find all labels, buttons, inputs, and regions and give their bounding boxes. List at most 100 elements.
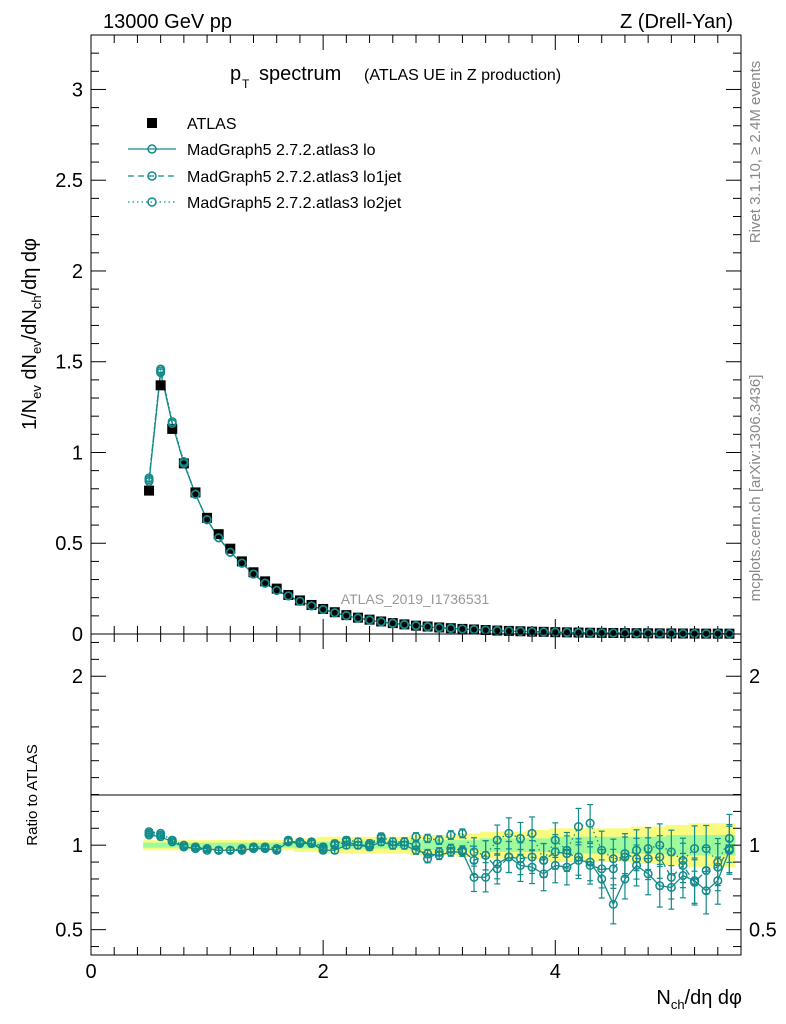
chart-title: p T spectrum (ATLAS UE in Z production)	[230, 63, 561, 91]
atlas-data-point	[515, 626, 526, 637]
mc-point	[411, 620, 421, 631]
ratio-band-green	[456, 840, 469, 851]
atlas-data-point	[306, 599, 317, 610]
rivet-label: Rivet 3.1.10, ≥ 2.4M events	[747, 61, 764, 244]
ratio-point	[167, 835, 177, 845]
mc-point	[167, 417, 177, 427]
mc-point	[469, 624, 479, 635]
mc-point	[365, 615, 375, 625]
mc-point	[341, 610, 351, 621]
atlas-data-point	[167, 423, 178, 434]
atlas-data-point	[503, 625, 514, 636]
mc-point	[399, 619, 409, 629]
mc-point	[295, 596, 305, 606]
ratio-point	[608, 854, 618, 864]
ratio-point	[481, 850, 491, 860]
atlas-data-point	[469, 624, 480, 635]
mc-point	[353, 613, 363, 623]
atlas-data-point	[631, 628, 642, 639]
ratio-point	[504, 852, 514, 862]
mc-point	[330, 608, 340, 618]
ratio-point	[248, 842, 259, 852]
atlas-data-point	[376, 616, 387, 627]
atlas-data-point	[434, 622, 445, 633]
ratio-point	[353, 837, 363, 847]
ratio-point	[631, 845, 642, 855]
atlas-data-point	[573, 627, 584, 638]
mc-point	[562, 627, 572, 637]
atlas-data-point	[248, 567, 259, 578]
ratio-y-axis: 0.5 0.5 1 1 2 2	[55, 641, 777, 948]
atlas-data-point	[294, 595, 305, 606]
mc-point	[260, 578, 270, 588]
ratio-point	[481, 872, 491, 882]
mc-point	[237, 558, 247, 568]
ratio-point	[690, 877, 700, 887]
atlas-data-point	[666, 628, 677, 639]
ratio-point	[214, 845, 224, 855]
legend-marker-lo	[147, 144, 157, 154]
ratio-point	[237, 844, 247, 854]
mc-point	[144, 473, 154, 483]
ratio-point	[515, 854, 526, 864]
mc-point	[190, 489, 201, 499]
main-y-tick-label: 0	[72, 624, 83, 646]
atlas-data-point	[527, 626, 538, 637]
atlas-data-point	[364, 614, 375, 625]
ratio-point	[492, 835, 502, 845]
atlas-data-point	[596, 627, 607, 638]
ratio-x-axis: 0 2 4	[85, 634, 742, 983]
ratio-point	[376, 832, 386, 842]
ratio-point	[295, 837, 305, 847]
atlas-data-point	[654, 628, 665, 639]
ratio-point	[713, 857, 723, 867]
x-tick-label: 2	[318, 961, 329, 983]
ratio-point	[399, 837, 409, 847]
main-y-tick-label: 0.5	[55, 533, 83, 555]
main-y-tick-label: 2.5	[55, 170, 83, 192]
main-y-tick-label: 1.5	[55, 352, 83, 374]
mc-point	[156, 364, 166, 374]
atlas-data-point	[387, 618, 398, 629]
ratio-point	[341, 835, 351, 845]
atlas-data-point	[352, 612, 363, 623]
ratio-point	[690, 844, 700, 854]
x-axis-label: Nch/dη dφ	[656, 987, 742, 1012]
ratio-point	[666, 847, 676, 857]
ratio-point	[539, 855, 549, 865]
ratio-point	[585, 818, 595, 828]
energy-label: 13000 GeV pp	[103, 11, 232, 33]
ratio-point	[446, 844, 456, 854]
atlas-data-point	[445, 623, 456, 634]
ratio-point	[550, 835, 560, 845]
ratio-band-green	[224, 842, 237, 848]
legend-label-lo1jet: MadGraph5 2.7.2.atlas3 lo1jet	[187, 169, 402, 186]
atlas-data-point	[619, 628, 630, 639]
ratio-point	[597, 845, 607, 855]
atlas-data-point	[643, 628, 654, 639]
mc-point	[306, 601, 317, 611]
ratio-y-tick-label-right: 0.5	[749, 920, 777, 942]
ratio-point	[620, 852, 630, 862]
ratio-point	[573, 822, 584, 832]
mc-point	[318, 604, 328, 615]
ratio-point	[504, 828, 514, 838]
ratio-point	[492, 864, 502, 874]
source-label: mcplots.cern.ch [arXiv:1306.3436]	[747, 375, 764, 602]
title-p: p	[230, 63, 241, 85]
atlas-data-point	[411, 620, 421, 631]
mc-point	[457, 624, 467, 634]
main-y-tick-label: 3	[72, 79, 83, 101]
ratio-point	[202, 844, 212, 854]
ratio-band-green	[143, 842, 155, 848]
ratio-point	[272, 844, 282, 854]
ratio-point	[283, 835, 293, 845]
ratio-point	[144, 827, 154, 837]
ratio-point	[701, 844, 711, 854]
ratio-point	[179, 840, 189, 850]
x-tick-label: 0	[85, 961, 96, 983]
atlas-data-point	[585, 627, 596, 638]
mc-point	[376, 617, 386, 627]
atlas-data-point	[318, 603, 329, 614]
